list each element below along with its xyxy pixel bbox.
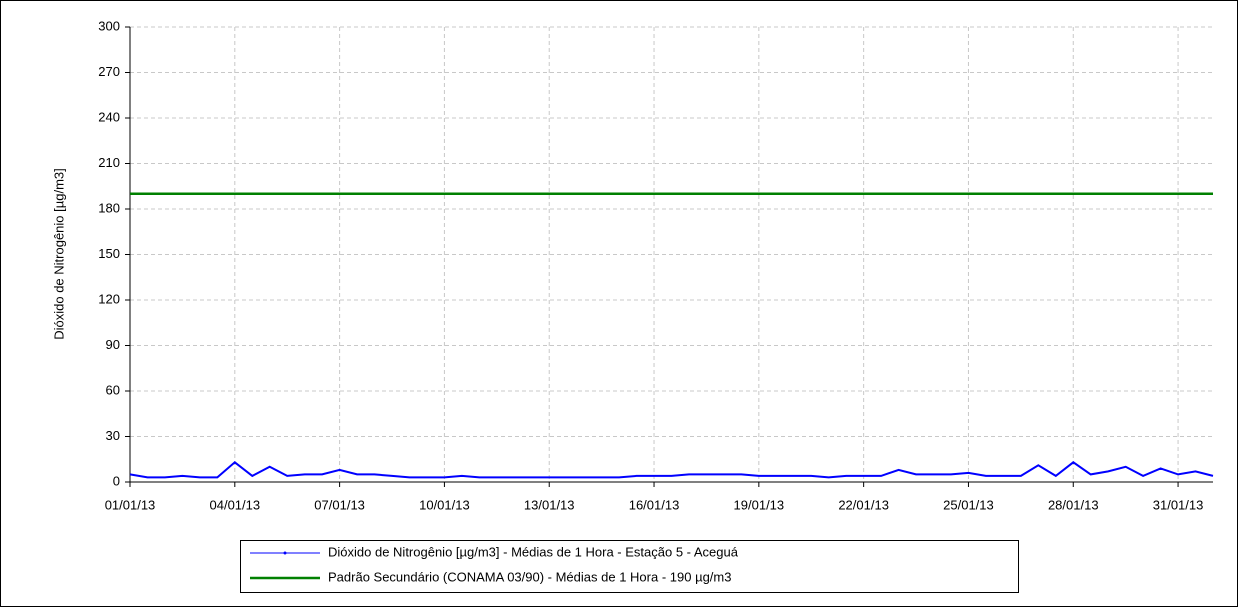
x-tick-label: 19/01/13	[734, 497, 785, 512]
x-tick-label: 28/01/13	[1048, 497, 1099, 512]
x-tick-label: 01/01/13	[105, 497, 156, 512]
x-tick-label: 25/01/13	[943, 497, 994, 512]
x-tick-label: 10/01/13	[419, 497, 470, 512]
y-tick-label: 120	[98, 291, 120, 306]
x-tick-label: 13/01/13	[524, 497, 575, 512]
series-line	[129, 461, 1214, 479]
legend	[240, 540, 1019, 593]
x-tick-label: 16/01/13	[629, 497, 680, 512]
legend-label: Padrão Secundário (CONAMA 03/90) - Média…	[328, 569, 731, 584]
y-tick-label: 180	[98, 200, 120, 215]
y-tick-label: 210	[98, 155, 120, 170]
x-tick-label: 07/01/13	[314, 497, 365, 512]
y-tick-label: 300	[98, 18, 120, 33]
x-tick-label: 31/01/13	[1153, 497, 1204, 512]
x-tick-label: 22/01/13	[838, 497, 889, 512]
y-tick-label: 150	[98, 246, 120, 261]
y-axis-label: Dióxido de Nitrogênio [µg/m3]	[51, 168, 66, 340]
y-tick-label: 240	[98, 109, 120, 124]
legend-label: Dióxido de Nitrogênio [µg/m3] - Médias d…	[328, 544, 739, 559]
y-tick-label: 90	[106, 337, 120, 352]
y-tick-label: 30	[106, 428, 120, 443]
x-tick-label: 04/01/13	[210, 497, 261, 512]
y-tick-label: 270	[98, 64, 120, 79]
y-tick-label: 0	[113, 473, 120, 488]
y-tick-label: 60	[106, 382, 120, 397]
legend-marker	[283, 551, 287, 555]
